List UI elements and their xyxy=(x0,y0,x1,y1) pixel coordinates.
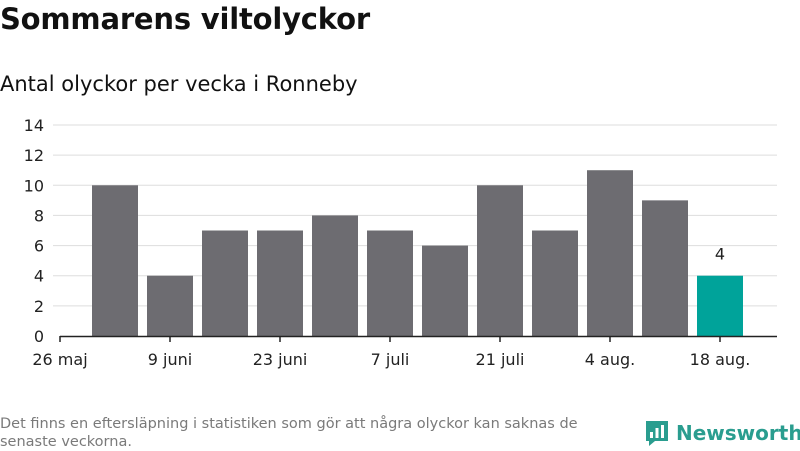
bar xyxy=(422,245,468,336)
x-tick-label: 9 juni xyxy=(148,350,192,369)
x-tick-label: 23 juni xyxy=(253,350,308,369)
x-tick-label: 18 aug. xyxy=(690,350,751,369)
chart-subtitle: Antal olyckor per vecka i Ronneby xyxy=(0,72,358,96)
bar xyxy=(477,185,523,336)
bar xyxy=(312,215,358,336)
bar xyxy=(257,230,303,336)
brand-name: Newsworthy xyxy=(676,421,800,445)
y-tick-label: 12 xyxy=(24,146,44,165)
bar xyxy=(92,185,138,336)
bar-data-label: 4 xyxy=(715,245,725,264)
x-tick-label: 7 juli xyxy=(371,350,410,369)
bar xyxy=(587,170,633,336)
y-tick-label: 4 xyxy=(34,267,44,286)
bar-chart: 0 2 4 6 8 10 12 14 4 26 maj 9 juni 23 juni 7 juli 21 … xyxy=(24,116,777,369)
y-tick-label: 0 xyxy=(34,327,44,346)
y-tick-label: 6 xyxy=(34,237,44,256)
bar xyxy=(532,230,578,336)
bar xyxy=(642,200,688,336)
bar xyxy=(202,230,248,336)
bar-chart-logo-icon xyxy=(646,421,668,446)
x-tick-label: 26 maj xyxy=(32,350,87,369)
y-tick-label: 8 xyxy=(34,206,44,225)
chart-title: Sommarens viltolyckor xyxy=(0,2,370,36)
bar xyxy=(147,275,193,336)
brand-logo: Newsworthy xyxy=(644,419,800,447)
footnote: Det finns en eftersläpning i statistiken… xyxy=(0,416,578,450)
y-tick-label: 10 xyxy=(24,176,44,195)
y-tick-label: 2 xyxy=(34,297,44,316)
bar-highlighted xyxy=(697,275,743,336)
bar xyxy=(367,230,413,336)
x-tick-label: 4 aug. xyxy=(585,350,635,369)
y-tick-label: 14 xyxy=(24,116,44,135)
x-tick-label: 21 juli xyxy=(476,350,525,369)
